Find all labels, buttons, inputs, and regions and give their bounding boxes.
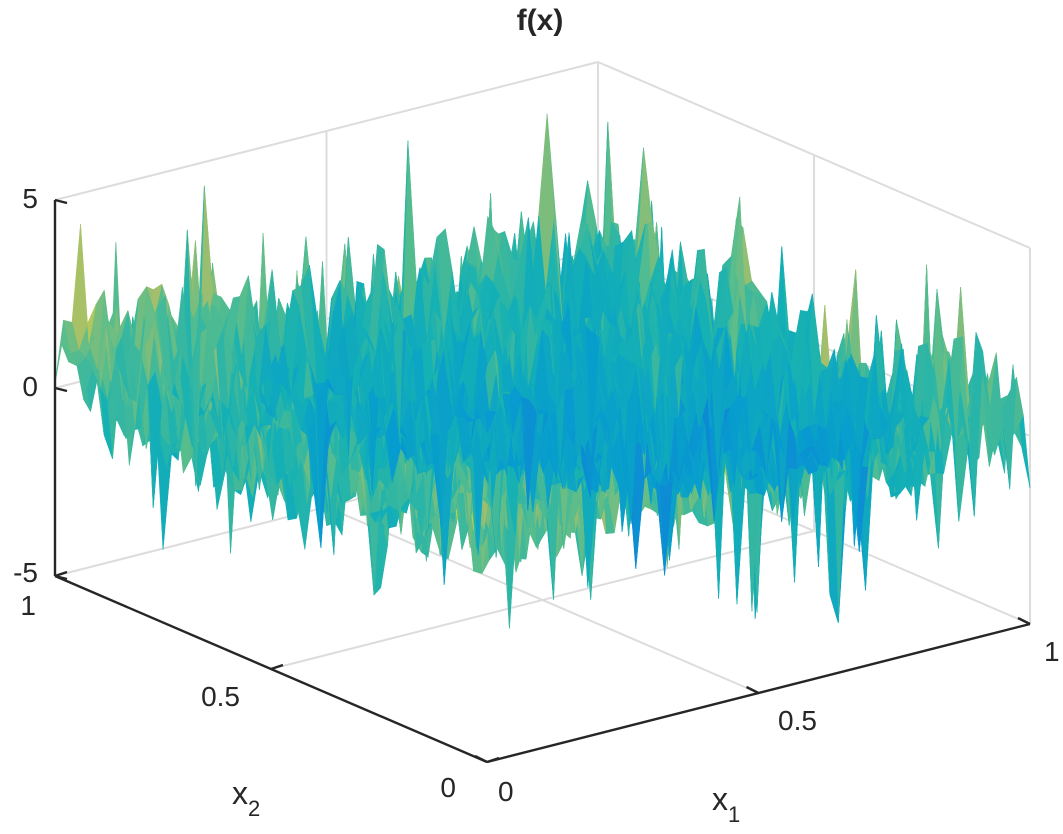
x1-tick-mark bbox=[1017, 616, 1031, 626]
grid-line bbox=[54, 61, 599, 201]
x2-tick-mark bbox=[270, 663, 284, 671]
surface-mesh bbox=[54, 113, 1031, 629]
z-tick-label: 5 bbox=[22, 183, 38, 214]
z-tick-mark bbox=[54, 198, 68, 205]
x2-tick-label: 0 bbox=[440, 772, 456, 803]
x1-tick-labels: 0 0.5 1 bbox=[498, 636, 1060, 807]
x1-tick-mark bbox=[474, 754, 488, 764]
x1-tick-mark bbox=[745, 685, 760, 695]
x2-tick-mark bbox=[486, 756, 500, 764]
x1-tick-label: 0.5 bbox=[778, 705, 817, 736]
z-tick-label: -5 bbox=[13, 557, 38, 588]
x2-tick-label: 1 bbox=[20, 590, 36, 621]
x1-tick-label: 0 bbox=[498, 776, 514, 807]
z-tick-mark bbox=[54, 574, 68, 581]
x2-tick-label: 0.5 bbox=[201, 681, 240, 712]
x1-axis-label: x1 bbox=[712, 781, 740, 827]
z-tick-labels: 5 0 -5 bbox=[13, 183, 38, 588]
z-tick-mark bbox=[54, 386, 68, 393]
grid-line bbox=[597, 61, 1031, 249]
z-tick-label: 0 bbox=[22, 371, 38, 402]
surface-patch bbox=[54, 320, 71, 384]
tick-marks bbox=[54, 198, 1031, 764]
chart-title: f(x) bbox=[517, 4, 564, 37]
x1-tick-label: 1 bbox=[1044, 636, 1060, 667]
x2-axis-label: x2 bbox=[232, 775, 260, 821]
x2-tick-labels: 1 0.5 0 bbox=[20, 590, 456, 803]
grid-line bbox=[270, 530, 815, 670]
